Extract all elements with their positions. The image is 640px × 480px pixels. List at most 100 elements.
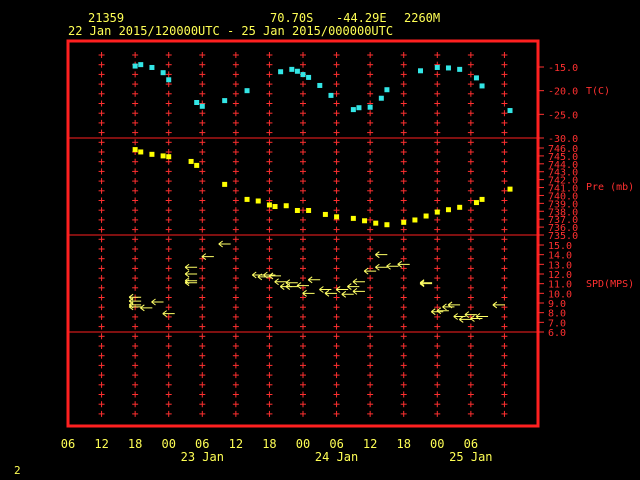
- pressure-point: [334, 214, 340, 220]
- y-tick-label: 741.0: [548, 184, 578, 195]
- temperature-point: [278, 69, 284, 75]
- y-tick-label: -25.0: [548, 110, 578, 121]
- wind-arrow: [324, 289, 337, 297]
- pressure-point: [350, 215, 356, 221]
- y-tick-label: -30.0: [548, 134, 578, 145]
- y-tick-label: 744.0: [548, 160, 578, 171]
- x-tick-label: 06: [329, 437, 343, 451]
- pressure-point: [362, 218, 368, 224]
- wind-arrow: [397, 260, 410, 268]
- x-tick-label: 18: [128, 437, 142, 451]
- y-tick-label: -20.0: [548, 87, 578, 98]
- wind-arrow: [419, 280, 433, 288]
- y-tick-label: 739.0: [548, 199, 578, 210]
- temperature-point: [418, 68, 423, 74]
- temperature-point: [138, 62, 144, 68]
- pressure-point: [222, 181, 228, 187]
- latitude: 70.70S: [270, 11, 314, 25]
- wind-arrow: [307, 276, 321, 284]
- x-tick-label: 12: [363, 437, 377, 451]
- wind-arrow: [184, 279, 198, 287]
- wind-arrow: [285, 279, 298, 287]
- y-tick-label: 6.0: [548, 328, 566, 339]
- wind-arrow: [447, 301, 461, 309]
- temperature-point: [194, 100, 200, 105]
- x-tick-label: 06: [464, 437, 478, 451]
- temperature-point: [244, 88, 250, 94]
- wind-arrow: [347, 283, 360, 290]
- wind-arrow: [184, 270, 198, 278]
- elevation: 2260M: [404, 11, 441, 25]
- y-tick-label: 738.0: [548, 207, 578, 218]
- pressure-point: [434, 209, 440, 215]
- y-tick-label: 15.0: [548, 241, 572, 252]
- temperature-point: [166, 77, 172, 83]
- temperature-point: [328, 92, 334, 98]
- x-date-label: 25 Jan: [449, 450, 492, 464]
- y-tick-label: 8.0: [548, 309, 566, 320]
- wind-arrow: [257, 273, 270, 281]
- y-tick-label: 746.0: [548, 144, 578, 155]
- wind-arrow: [442, 303, 455, 311]
- temperature-point: [306, 74, 312, 80]
- y-tick-label: 745.0: [548, 152, 578, 163]
- wind-arrow: [128, 301, 142, 309]
- y-axis-label: Pre (mb): [586, 182, 634, 193]
- temperature-point: [289, 66, 295, 72]
- pressure-point: [272, 204, 278, 210]
- page-number: 2: [14, 464, 21, 477]
- x-tick-label: 18: [262, 437, 276, 451]
- pressure-point: [373, 220, 379, 226]
- wind-arrow: [470, 315, 483, 322]
- y-tick-label: 11.0: [548, 280, 572, 291]
- pressure-point: [266, 202, 272, 208]
- temperature-point: [356, 105, 362, 111]
- x-tick-label: 00: [296, 437, 310, 451]
- pressure-point: [244, 196, 250, 202]
- pressure-point: [160, 153, 166, 159]
- pressure-point: [149, 151, 155, 157]
- wind-arrow: [201, 253, 214, 260]
- wind-arrow: [375, 251, 388, 259]
- temperature-point: [149, 64, 155, 70]
- wind-arrow: [386, 262, 399, 270]
- x-tick-label: 12: [229, 437, 243, 451]
- y-tick-label: -15.0: [548, 63, 578, 74]
- y-axis-label: SPD(MPS): [586, 279, 634, 290]
- wind-arrow: [319, 286, 332, 293]
- x-date-label: 24 Jan: [315, 450, 358, 464]
- y-tick-label: 14.0: [548, 251, 572, 262]
- temperature-point: [160, 70, 166, 76]
- pressure-point: [188, 158, 194, 164]
- pressure-point: [473, 200, 479, 206]
- temperature-point: [132, 63, 138, 69]
- temperature-point: [350, 107, 356, 113]
- pressure-point: [412, 217, 418, 223]
- pressure-point: [479, 196, 485, 202]
- pressure-point: [138, 149, 144, 155]
- x-date-label: 23 Jan: [181, 450, 224, 464]
- wind-arrow: [453, 313, 466, 320]
- station-id: 21359: [88, 11, 125, 25]
- wind-arrow: [268, 272, 282, 280]
- temperature-point: [445, 65, 451, 71]
- x-tick-label: 12: [94, 437, 108, 451]
- pressure-point: [166, 154, 172, 160]
- wind-arrow: [436, 307, 449, 315]
- wind-arrow: [475, 313, 489, 320]
- wind-arrow: [352, 278, 365, 286]
- pressure-point: [194, 162, 200, 168]
- y-tick-label: 737.0: [548, 215, 578, 226]
- x-tick-label: 06: [61, 437, 75, 451]
- wind-arrow: [128, 297, 142, 305]
- pressure-point: [306, 207, 312, 213]
- temperature-point: [199, 103, 205, 109]
- temperature-point: [300, 72, 306, 78]
- temperature-point: [294, 68, 300, 74]
- time-range: 22 Jan 2015/120000UTC - 25 Jan 2015/0000…: [68, 24, 394, 38]
- x-tick-label: 00: [430, 437, 444, 451]
- temperature-point: [507, 108, 513, 114]
- y-tick-label: 740.0: [548, 191, 578, 202]
- wind-arrow: [274, 278, 287, 286]
- temperature-point: [367, 104, 373, 110]
